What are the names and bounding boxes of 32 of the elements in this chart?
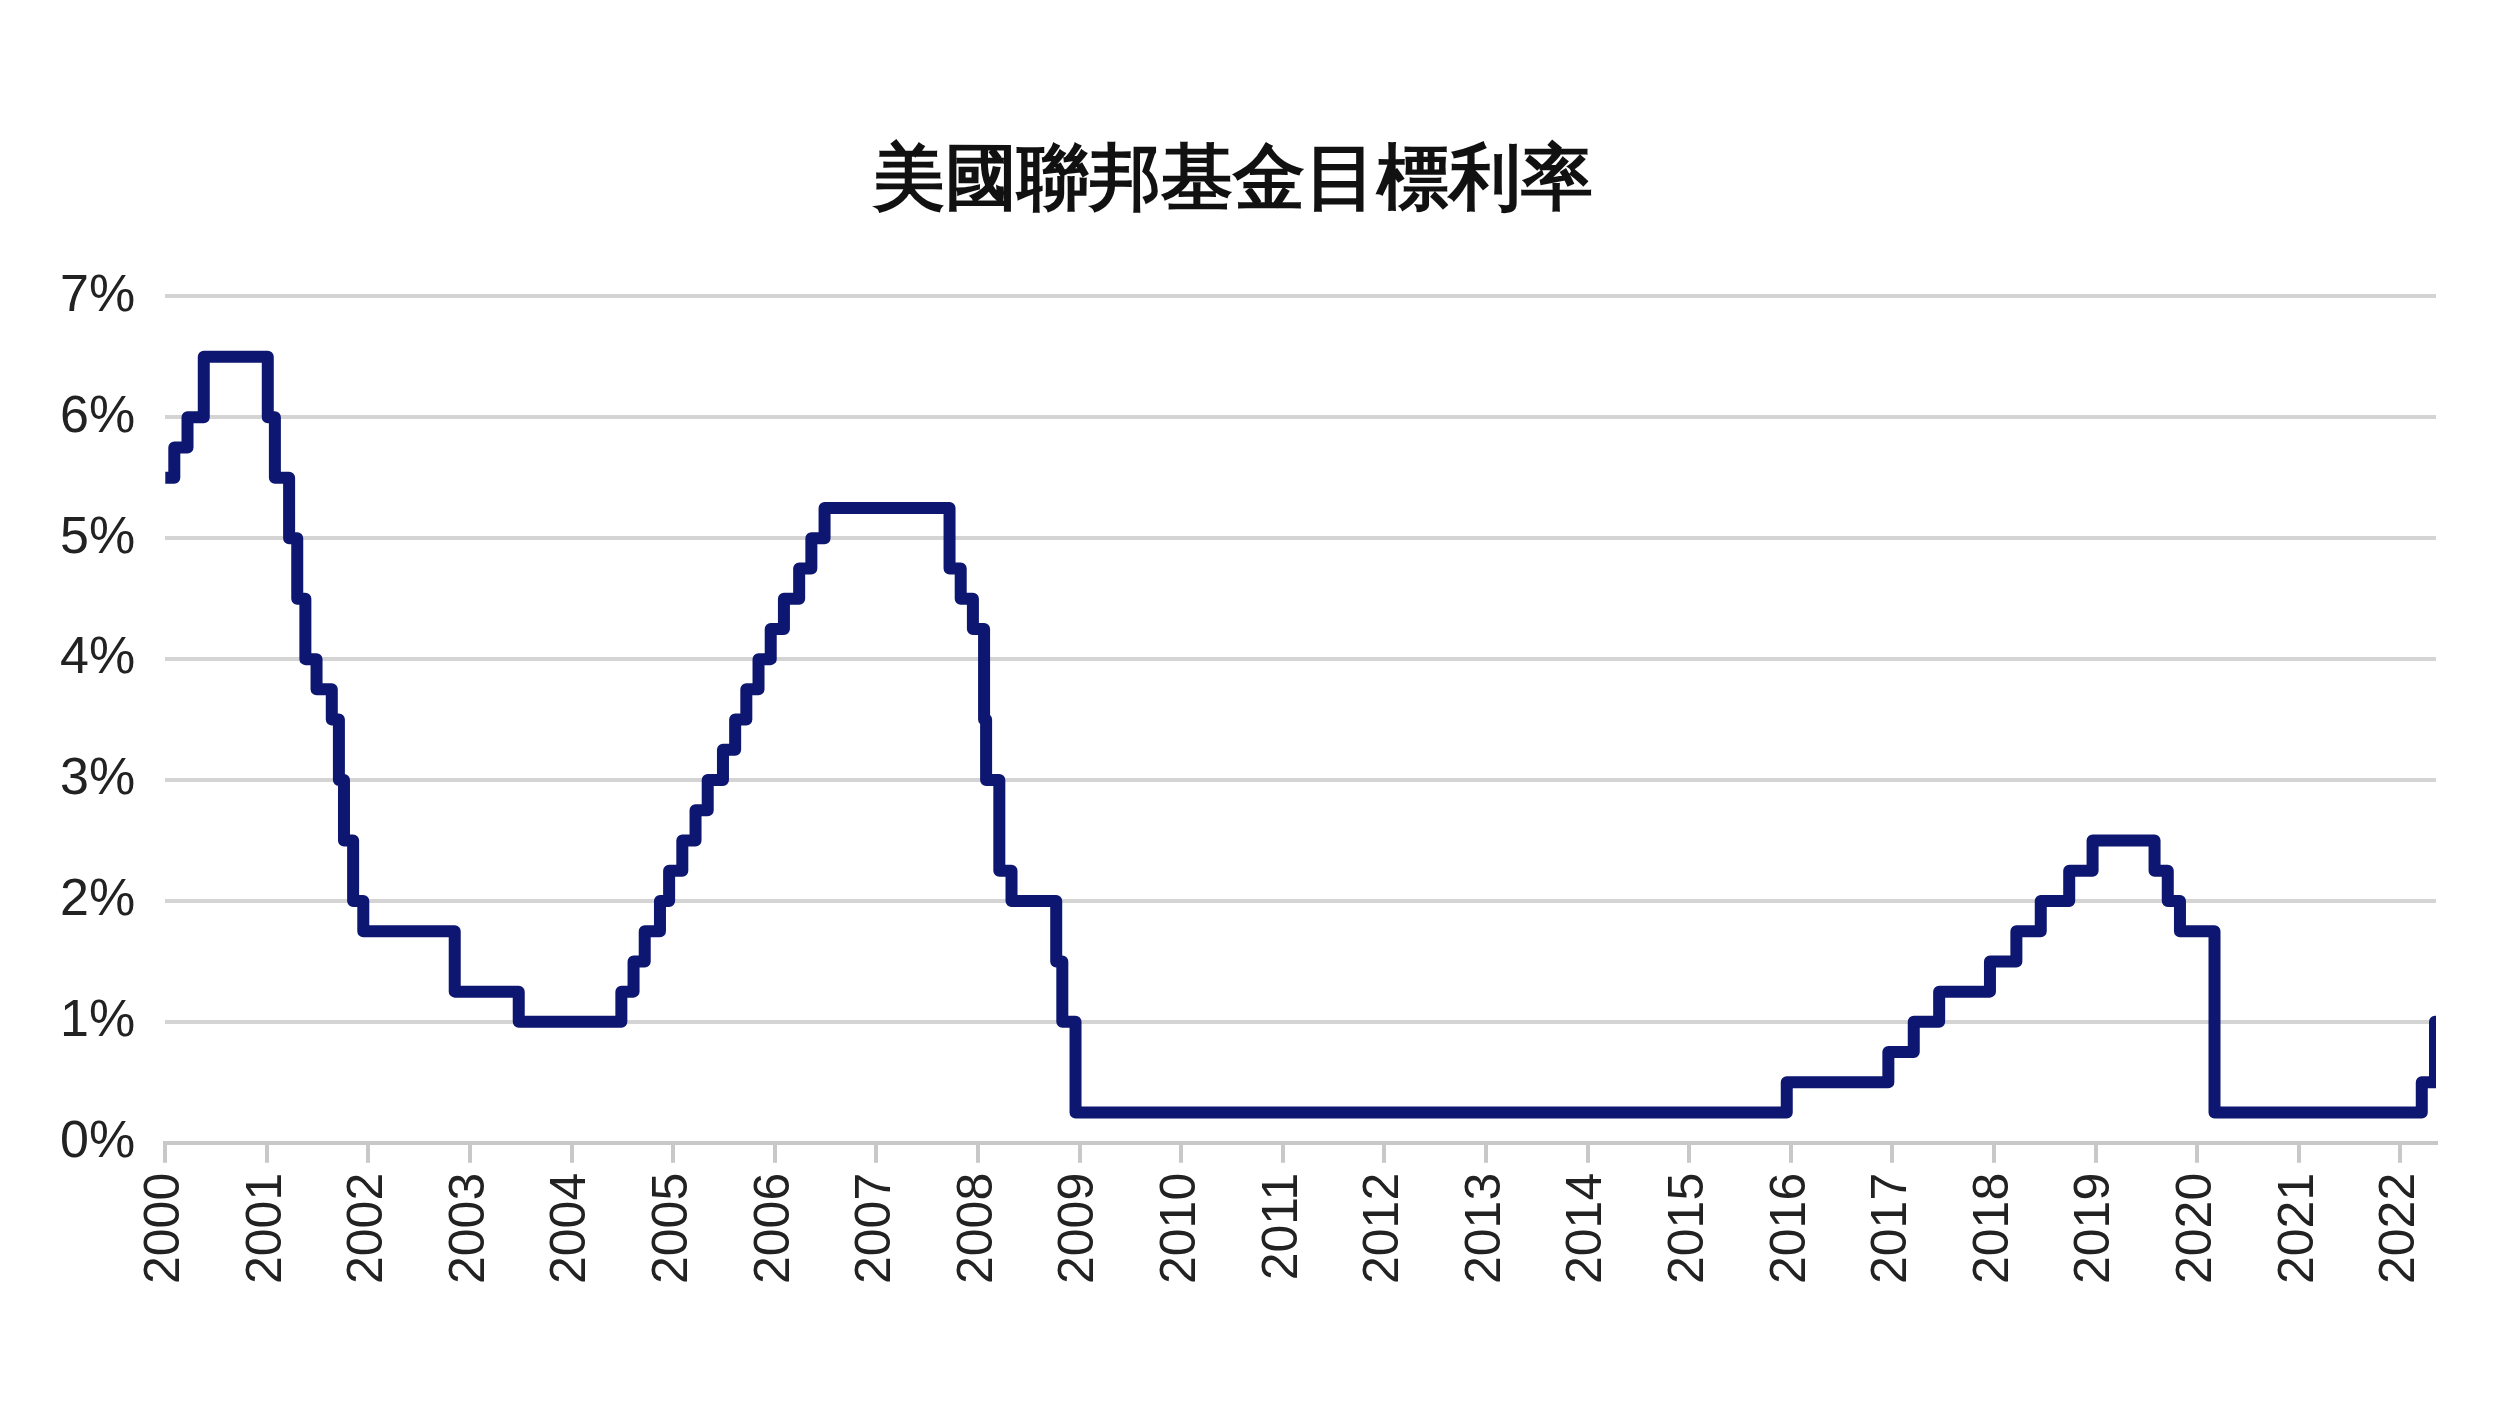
x-tick-label: 2021 (2267, 1172, 2324, 1284)
x-tick-label: 2013 (1454, 1172, 1511, 1284)
y-tick-label: 6% (60, 384, 136, 443)
x-tick-label: 2000 (133, 1172, 190, 1284)
x-tick-label: 2003 (438, 1172, 495, 1284)
x-tick-label: 2022 (2369, 1172, 2426, 1284)
x-tick-label: 2005 (641, 1172, 698, 1284)
x-tick-label: 2001 (235, 1172, 292, 1284)
x-tick-label: 2012 (1353, 1172, 1410, 1284)
x-tick-label: 2004 (540, 1172, 597, 1284)
x-tick-label: 2016 (1759, 1172, 1816, 1284)
x-tick-label: 2002 (337, 1172, 394, 1284)
x-tick-label: 2017 (1861, 1172, 1918, 1284)
y-tick-label: 3% (60, 747, 136, 806)
x-tick-label: 2006 (743, 1172, 800, 1284)
y-tick-label: 2% (60, 868, 136, 927)
x-tick-label: 2019 (2064, 1172, 2121, 1284)
x-tick-label: 2018 (1962, 1172, 2019, 1284)
x-tick-label: 2007 (845, 1172, 902, 1284)
y-tick-label: 7% (60, 263, 136, 322)
x-tick-label: 2010 (1149, 1172, 1206, 1284)
y-tick-label: 1% (60, 989, 136, 1048)
x-tick-label: 2014 (1556, 1172, 1613, 1284)
x-tick-label: 2020 (2166, 1172, 2223, 1284)
y-tick-label: 0% (60, 1110, 136, 1169)
chart-title: 美國聯邦基金目標利率 (872, 137, 1593, 218)
x-tick-label: 2009 (1048, 1172, 1105, 1284)
x-tick-label: 2011 (1251, 1172, 1308, 1281)
y-tick-label: 5% (60, 505, 136, 564)
x-tick-label: 2015 (1657, 1172, 1714, 1284)
y-tick-label: 4% (60, 626, 136, 685)
x-tick-label: 2008 (946, 1172, 1003, 1284)
